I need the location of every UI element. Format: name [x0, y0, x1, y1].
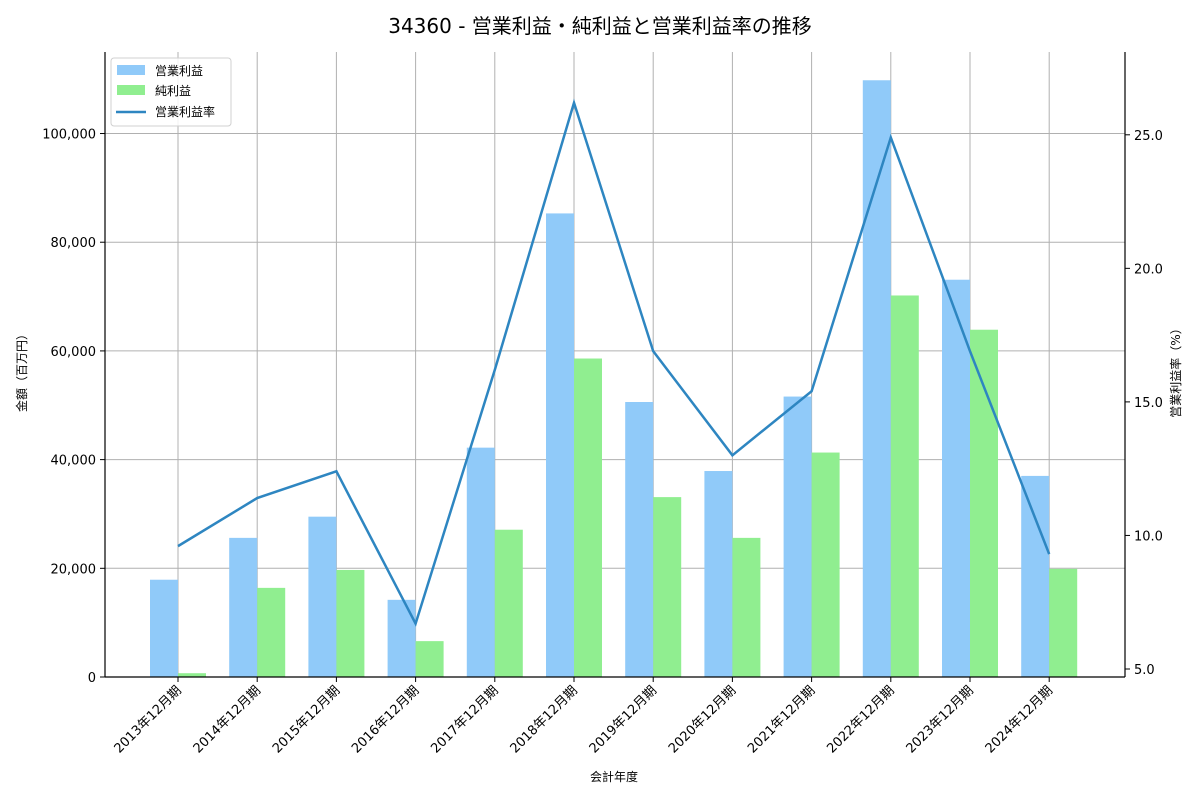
operating-profit-bar: [466, 447, 495, 677]
y-right-tick-label: 20.0: [1134, 262, 1163, 277]
net-profit-bar: [653, 497, 682, 677]
net-profit-bar: [574, 358, 602, 677]
x-tick-label: 2018年12月期: [508, 683, 581, 756]
operating-profit-bar: [704, 471, 733, 677]
x-tick-label: 2020年12月期: [666, 683, 739, 756]
operating-profit-bar: [625, 402, 654, 677]
legend-swatch-net-profit: [117, 85, 145, 95]
operating-profit-bar: [862, 80, 891, 678]
y-tick-label: 60,000: [51, 345, 97, 360]
y-tick-label: 100,000: [42, 128, 96, 143]
x-tick-label: 2024年12月期: [983, 683, 1056, 756]
operating-profit-bar: [546, 213, 574, 678]
operating-profit-bar: [783, 396, 812, 677]
net-profit-bar: [257, 587, 286, 677]
y-axis-label: 金額（百万円）: [14, 328, 29, 412]
y-tick-label: 20,000: [51, 562, 97, 577]
net-profit-bar: [336, 569, 365, 677]
legend-swatch-operating-profit: [117, 65, 145, 75]
x-tick-label: 2021年12月期: [745, 683, 818, 756]
x-tick-label: 2017年12月期: [428, 683, 501, 756]
y-tick-label: 40,000: [51, 454, 97, 469]
y-tick-label: 0: [88, 671, 96, 686]
x-tick-label: 2022年12月期: [824, 683, 897, 756]
operating-margin-line: [177, 98, 1051, 627]
x-tick-label: 2013年12月期: [112, 683, 185, 756]
legend-label: 営業利益率: [155, 104, 215, 119]
y-right-axis-label: 営業利益率（%）: [1168, 322, 1183, 417]
bar-series: [150, 80, 1078, 678]
x-tick-label: 2014年12月期: [191, 683, 264, 756]
x-tick-label: 2023年12月期: [904, 683, 977, 756]
y-tick-label: 80,000: [51, 236, 97, 251]
legend-label: 営業利益: [155, 64, 203, 78]
y-right-tick-label: 10.0: [1134, 529, 1163, 544]
net-profit-bar: [1049, 568, 1078, 677]
legend-label: 純利益: [155, 84, 191, 98]
chart-title: 34360 - 営業利益・純利益と営業利益率の推移: [388, 14, 812, 38]
x-tick-label: 2015年12月期: [270, 683, 343, 756]
operating-profit-bar: [229, 537, 258, 677]
operating-profit-bar: [387, 599, 416, 677]
operating-profit-bar: [150, 579, 178, 677]
x-axis-label: 会計年度: [590, 769, 638, 784]
operating-profit-bar: [942, 279, 970, 677]
x-tick-label: 2019年12月期: [587, 683, 660, 756]
net-profit-bar: [494, 529, 523, 677]
operating-profit-bar: [308, 516, 337, 677]
net-profit-bar: [970, 329, 998, 677]
line-series: [177, 98, 1051, 627]
net-profit-bar: [811, 452, 840, 677]
y-right-tick-label: 15.0: [1134, 396, 1163, 411]
net-profit-bar: [178, 673, 206, 677]
y-right-tick-label: 25.0: [1134, 129, 1163, 144]
operating-profit-bar: [1021, 475, 1050, 677]
y-right-tick-label: 5.0: [1134, 663, 1155, 678]
net-profit-bar: [890, 295, 919, 677]
net-profit-bar: [732, 537, 761, 677]
net-profit-bar: [415, 641, 444, 677]
x-tick-label: 2016年12月期: [349, 683, 422, 756]
